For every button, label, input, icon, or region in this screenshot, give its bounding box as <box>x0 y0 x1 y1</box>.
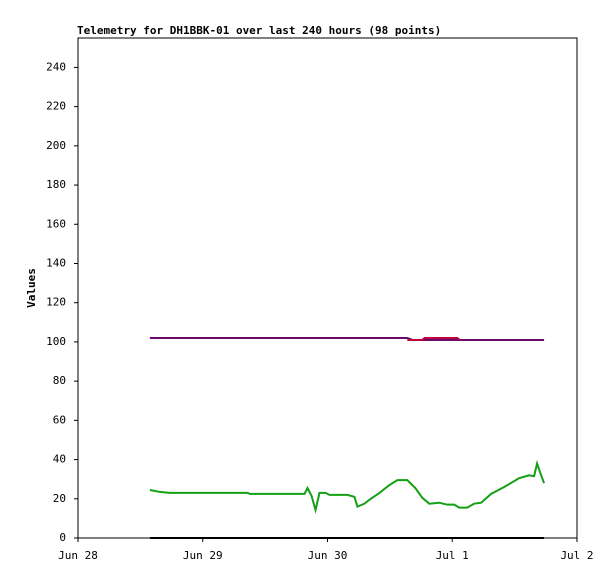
y-tick-label: 20 <box>53 492 66 505</box>
y-tick-label: 0 <box>59 531 66 544</box>
y-tick-label: 40 <box>53 453 66 466</box>
x-tick-label: Jul 1 <box>436 549 469 562</box>
y-tick-label: 160 <box>46 217 66 230</box>
x-tick-label: Jun 30 <box>308 549 348 562</box>
series-line <box>407 337 461 341</box>
x-tick-label: Jul 2 <box>560 549 593 562</box>
y-tick-label: 80 <box>53 374 66 387</box>
y-tick-label: 120 <box>46 296 66 309</box>
y-tick-label: 240 <box>46 60 66 73</box>
y-tick-label: 100 <box>46 335 66 348</box>
y-axis-label: Values <box>25 268 38 308</box>
x-tick-label: Jun 29 <box>183 549 223 562</box>
y-tick-label: 200 <box>46 139 66 152</box>
y-tick-label: 180 <box>46 178 66 191</box>
y-tick-label: 60 <box>53 413 66 426</box>
y-tick-label: 140 <box>46 256 66 269</box>
x-tick-label: Jun 28 <box>58 549 98 562</box>
series-line <box>149 459 546 514</box>
y-tick-label: 220 <box>46 100 66 113</box>
plot-frame <box>77 37 578 539</box>
series-line <box>149 337 545 341</box>
chart-title: Telemetry for DH1BBK-01 over last 240 ho… <box>77 24 441 37</box>
